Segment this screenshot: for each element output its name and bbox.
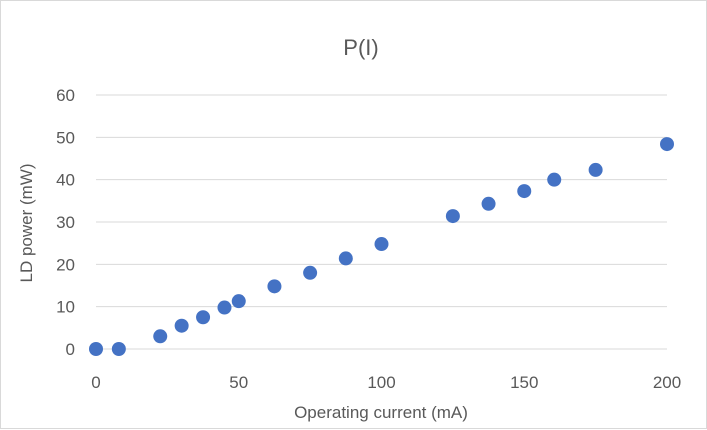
data-point (374, 237, 389, 252)
data-point (660, 137, 674, 152)
data-point (217, 300, 232, 315)
data-point (481, 196, 496, 211)
data-point (196, 310, 211, 325)
y-axis-title: LD power (mW) (17, 163, 36, 282)
data-point (89, 342, 103, 356)
data-point (267, 279, 282, 294)
y-tick-label: 10 (56, 298, 75, 317)
data-point (517, 184, 532, 199)
data-points (89, 137, 674, 356)
y-tick-label: 0 (66, 340, 75, 359)
y-tick-labels: 0 10 20 30 40 50 60 (56, 86, 75, 359)
y-tick-label: 30 (56, 213, 75, 232)
chart-title: P(I) (343, 35, 378, 60)
x-axis-title: Operating current (mA) (294, 403, 468, 422)
y-tick-label: 50 (56, 128, 75, 147)
y-tick-label: 60 (56, 86, 75, 105)
data-point (338, 251, 353, 266)
data-point (174, 318, 189, 333)
data-point (588, 162, 603, 177)
x-tick-label: 150 (510, 373, 538, 392)
data-point (231, 294, 246, 309)
gridlines (96, 94, 667, 350)
data-point (153, 329, 168, 344)
x-tick-labels: 0 50 100 150 200 (91, 373, 681, 392)
y-tick-label: 40 (56, 171, 75, 190)
data-point (303, 265, 318, 280)
x-tick-label: 0 (91, 373, 100, 392)
data-point (445, 209, 460, 224)
x-tick-label: 100 (367, 373, 395, 392)
data-point (111, 342, 126, 356)
y-tick-label: 20 (56, 255, 75, 274)
x-tick-label: 50 (229, 373, 248, 392)
x-tick-label: 200 (653, 373, 681, 392)
data-point (547, 172, 562, 187)
